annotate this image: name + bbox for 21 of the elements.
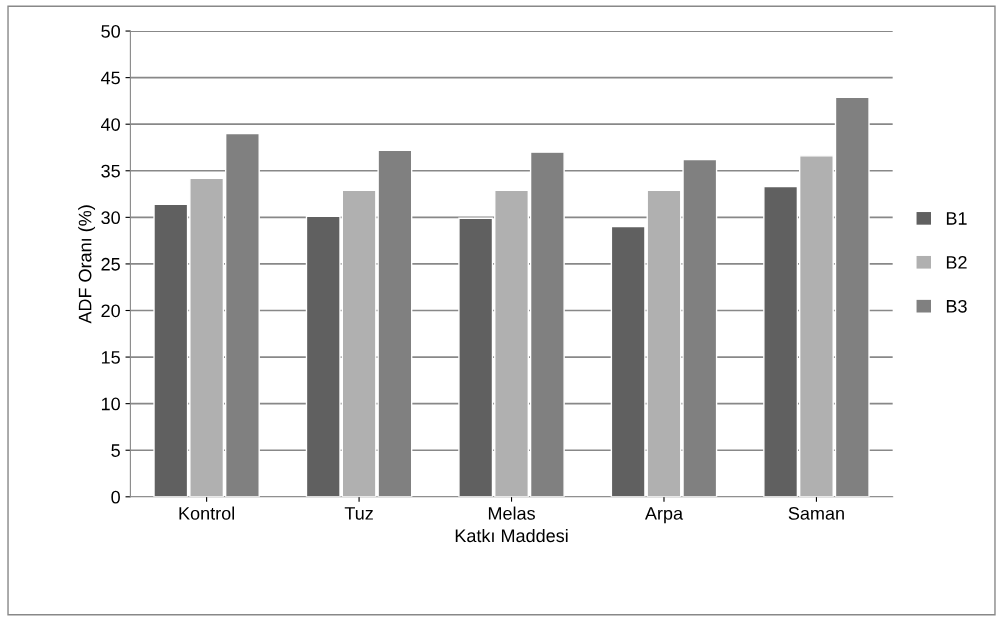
x-tick-label: Tuz bbox=[344, 507, 373, 520]
x-tick-label: Arpa bbox=[644, 507, 684, 524]
legend-label: B1 bbox=[946, 212, 967, 225]
x-axis-title: Katkı Maddesi bbox=[455, 528, 568, 543]
legend-label: B2 bbox=[946, 255, 967, 269]
y-tick-label: 0 bbox=[111, 490, 120, 504]
legend-label: B3 bbox=[946, 299, 967, 313]
x-tick-label: Kontrol bbox=[179, 506, 235, 520]
y-tick-label: 20 bbox=[101, 304, 120, 318]
y-tick-label: 25 bbox=[101, 257, 120, 271]
y-tick-label: 15 bbox=[101, 351, 120, 364]
y-tick-label: 5 bbox=[111, 444, 120, 457]
y-tick-label: 45 bbox=[101, 71, 120, 85]
y-tick-label: 30 bbox=[101, 211, 120, 225]
y-tick-label: 35 bbox=[101, 164, 120, 178]
y-axis-title: ADF Oranı (%) bbox=[78, 205, 96, 324]
y-tick-label: 50 bbox=[101, 24, 120, 38]
x-tick-label: Saman bbox=[788, 507, 844, 520]
y-tick-label: 40 bbox=[101, 118, 120, 131]
x-tick-label: Melas bbox=[488, 506, 535, 520]
y-tick-label: 10 bbox=[101, 397, 120, 411]
